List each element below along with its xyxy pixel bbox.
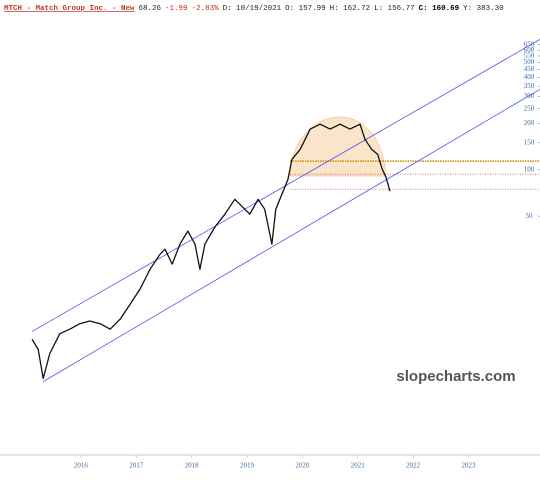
header-item: 68.26 <box>139 5 162 13</box>
y-tick-label: 550 <box>524 52 535 60</box>
header-item: MTCH - Match Group Inc. - New <box>4 5 135 13</box>
x-tick-label: 2016 <box>74 462 89 470</box>
header-item: L: 156.77 <box>374 5 415 13</box>
x-tick-label: 2019 <box>240 462 255 470</box>
x-tick-label: 2017 <box>129 462 144 470</box>
y-tick-label: 450 <box>524 65 535 73</box>
y-tick-label: 500 <box>524 58 535 66</box>
y-tick-label: 400 <box>524 73 535 81</box>
y-tick-label: 600 <box>524 46 535 54</box>
header-item: O: 157.99 <box>285 5 326 13</box>
y-tick-label: 350 <box>524 82 535 90</box>
header-item: -2.83% <box>192 5 220 13</box>
x-tick-label: 2020 <box>295 462 310 470</box>
price-line <box>31 123 391 380</box>
x-tick-label: 2022 <box>406 462 421 470</box>
y-tick-label: 50 <box>526 212 534 220</box>
header-item: C: 160.69 <box>419 5 460 13</box>
x-tick-label: 2023 <box>462 462 477 470</box>
header-item: D: 10/19/2021 <box>223 5 282 13</box>
header-item: -1.99 <box>165 5 188 13</box>
y-tick-label: 250 <box>524 104 535 112</box>
y-tick-label: 100 <box>524 165 535 173</box>
header-item: H: 162.72 <box>330 5 371 13</box>
trend-line <box>42 88 540 382</box>
header-item: Y: 383.30 <box>463 5 504 13</box>
x-tick-label: 2021 <box>351 462 366 470</box>
y-tick-label: 650 <box>524 40 535 48</box>
y-tick-label: 200 <box>524 119 535 127</box>
watermark: slopecharts.com <box>396 368 515 385</box>
y-tick-label: 150 <box>524 138 535 146</box>
header: MTCH - Match Group Inc. - New 68.26 -1.99-… <box>4 5 504 13</box>
x-tick-label: 2018 <box>185 462 200 470</box>
